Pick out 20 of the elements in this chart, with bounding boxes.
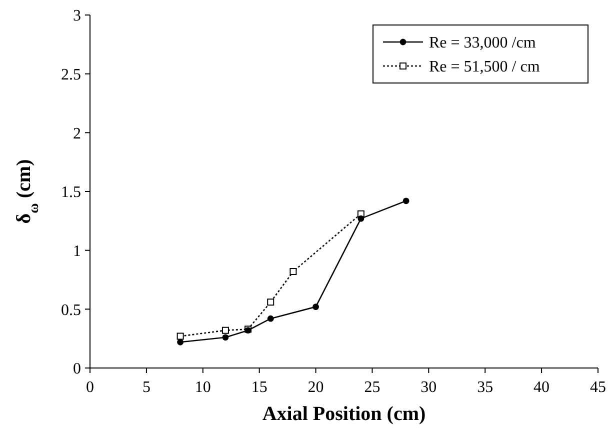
x-axis-title: Axial Position (cm) xyxy=(262,403,426,425)
y-tick-label: 2.5 xyxy=(61,66,81,84)
x-tick-label: 15 xyxy=(251,379,268,396)
legend-label: Re = 33,000 /cm xyxy=(429,34,536,52)
y-tick-label: 1 xyxy=(73,242,81,260)
y-tick-label: 3 xyxy=(73,8,81,25)
x-tick-label: 35 xyxy=(477,379,494,396)
x-tick-label: 25 xyxy=(364,379,380,396)
legend-label: Re = 51,500 / cm xyxy=(429,58,540,76)
x-tick-label: 20 xyxy=(308,379,324,396)
x-tick-label: 45 xyxy=(590,379,606,396)
x-tick-label: 30 xyxy=(420,379,437,396)
y-tick-label: 1.5 xyxy=(61,184,81,202)
x-tick-label: 5 xyxy=(142,379,150,396)
y-tick-label: 0 xyxy=(73,360,81,378)
y-tick-label: 0.5 xyxy=(61,302,81,319)
x-tick-label: 10 xyxy=(194,379,211,396)
x-tick-label: 0 xyxy=(86,379,94,396)
y-tick-label: 2 xyxy=(73,125,81,142)
x-tick-label: 40 xyxy=(534,379,550,396)
